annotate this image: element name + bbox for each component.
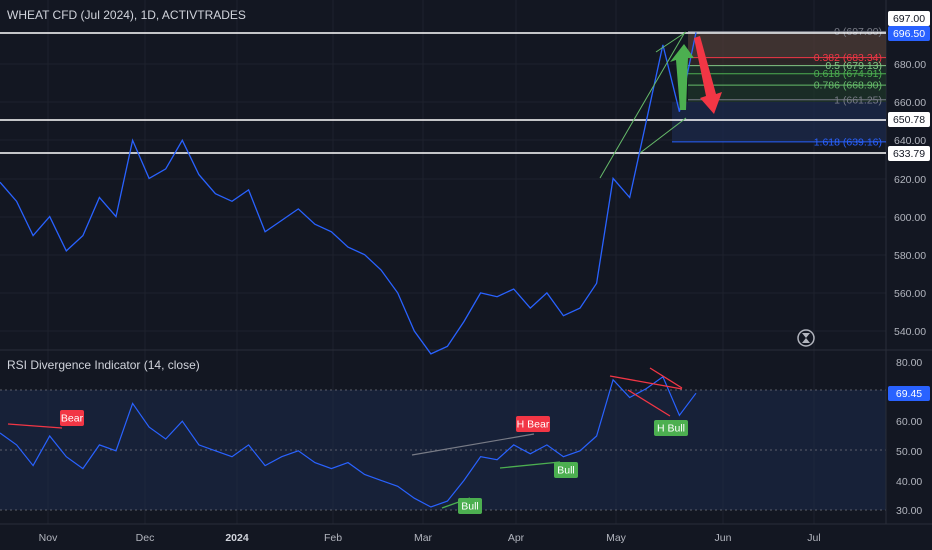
- price-tick-680: 680.00: [894, 59, 926, 71]
- rsi-series-line[interactable]: [0, 375, 697, 508]
- bear-divergence-line-3: [649, 367, 683, 389]
- time-tick-apr: Apr: [508, 532, 525, 544]
- signal-h-bull-badge[interactable]: H Bull: [654, 420, 688, 436]
- price-label-current: 696.50: [888, 26, 930, 41]
- svg-text:650.78: 650.78: [893, 114, 925, 126]
- fib-label: 0.382 (683.34): [814, 52, 882, 64]
- time-tick-nov: Nov: [39, 532, 58, 544]
- fib-zone-1-1618: [672, 102, 886, 142]
- fib-label: 0 (697.00): [834, 26, 882, 38]
- red-arrow[interactable]: [694, 36, 722, 114]
- signal-h-bear-badge[interactable]: H Bear: [516, 416, 550, 432]
- price-tick-540: 540.00: [894, 326, 926, 338]
- fib-zone-0382-05: [688, 58, 886, 66]
- rsi-tick-50: 50.00: [896, 446, 922, 458]
- channel-line-top[interactable]: [655, 31, 687, 53]
- fib-zone-05-1: [688, 66, 886, 102]
- price-tick-660: 660.00: [894, 97, 926, 109]
- price-tick-580: 580.00: [894, 250, 926, 262]
- time-tick-dec: Dec: [136, 532, 155, 544]
- price-tick-620: 620.00: [894, 174, 926, 186]
- symbol-title[interactable]: WHEAT CFD (Jul 2024), 1D, ACTIVTRADES: [7, 8, 246, 22]
- rsi-axis[interactable]: 80.00 60.00 50.00 40.00 30.00: [896, 357, 922, 517]
- fib-label: 0.618 (674.91): [814, 68, 882, 80]
- rsi-tick-60: 60.00: [896, 416, 922, 428]
- fib-lines: 0 (697.00) 0.382 (683.34)0.5 (679.13)0.61…: [672, 26, 886, 148]
- channel-line-upper[interactable]: [599, 31, 686, 179]
- rsi-tick-80: 80.00: [896, 357, 922, 369]
- green-arrow[interactable]: [670, 44, 694, 110]
- rsi-indicator-title[interactable]: RSI Divergence Indicator (14, close): [7, 358, 200, 372]
- signal-bull-badge-2[interactable]: Bull: [554, 462, 578, 478]
- svg-text:697.00: 697.00: [893, 13, 925, 25]
- bull-divergence-line-2: [499, 461, 561, 469]
- price-axis[interactable]: 680.00 660.00 640.00 620.00 600.00 580.0…: [894, 59, 926, 338]
- hourglass-icon[interactable]: [797, 329, 815, 347]
- fib-zone-0-0382: [688, 34, 886, 58]
- svg-text:696.50: 696.50: [893, 28, 925, 40]
- price-tick-640: 640.00: [894, 135, 926, 147]
- price-label-633: 633.79: [888, 146, 930, 161]
- signal-bull-badge-1[interactable]: Bull: [458, 498, 482, 514]
- signal-h-bull-label: H Bull: [657, 423, 685, 435]
- signal-bear-label: Bear: [61, 413, 84, 425]
- signal-bull-label-2: Bull: [557, 465, 575, 477]
- fib-label: 1 (661.25): [834, 94, 882, 106]
- time-tick-may: May: [606, 532, 627, 544]
- channel-line-lower[interactable]: [639, 117, 687, 154]
- signal-h-bear-label: H Bear: [517, 419, 550, 431]
- rsi-tick-40: 40.00: [896, 476, 922, 488]
- time-tick-jul: Jul: [807, 532, 820, 544]
- price-label-650: 650.78: [888, 112, 930, 127]
- rsi-current-label: 69.45: [888, 386, 930, 401]
- time-axis[interactable]: Nov Dec 2024 Feb Mar Apr May Jun Jul: [39, 532, 821, 544]
- price-tick-600: 600.00: [894, 212, 926, 224]
- bear-divergence-line-2: [609, 375, 683, 390]
- rsi-tick-30: 30.00: [896, 505, 922, 517]
- bear-divergence-line-4: [627, 389, 671, 417]
- fib-label: 1.618 (639.16): [814, 136, 882, 148]
- time-tick-2024: 2024: [225, 532, 249, 544]
- fib-label: 0.786 (668.90): [814, 80, 882, 92]
- bear-divergence-line: [7, 423, 63, 429]
- price-series-line[interactable]: [0, 32, 697, 355]
- signal-bull-label-1: Bull: [461, 501, 479, 513]
- time-tick-mar: Mar: [414, 532, 433, 544]
- svg-text:69.45: 69.45: [896, 388, 922, 400]
- fib-label: 0.5 (679.13): [825, 60, 882, 72]
- time-tick-feb: Feb: [324, 532, 342, 544]
- price-tick-560: 560.00: [894, 288, 926, 300]
- signal-bear-badge[interactable]: Bear: [60, 410, 84, 426]
- h-bear-divergence-line: [411, 433, 535, 456]
- price-label-697: 697.00: [888, 11, 930, 26]
- time-tick-jun: Jun: [715, 532, 732, 544]
- svg-text:633.79: 633.79: [893, 148, 925, 160]
